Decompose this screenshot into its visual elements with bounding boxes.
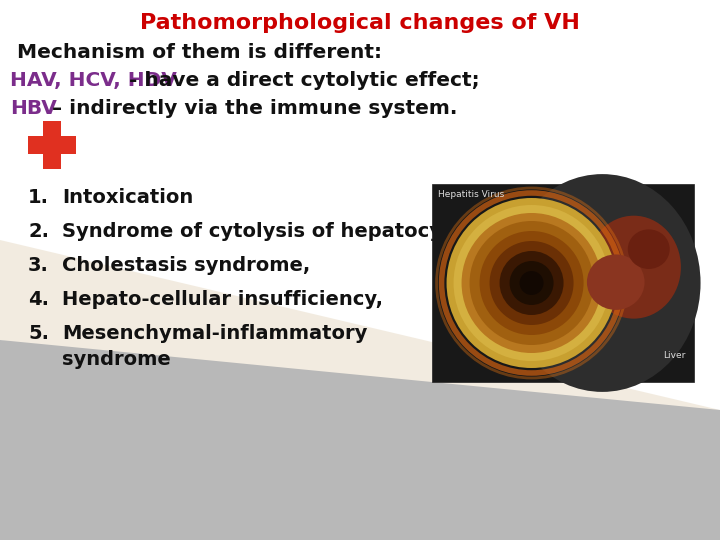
- FancyBboxPatch shape: [43, 121, 61, 169]
- Ellipse shape: [504, 174, 701, 392]
- Polygon shape: [0, 340, 720, 540]
- Text: Cholestasis syndrome,: Cholestasis syndrome,: [62, 256, 310, 275]
- Circle shape: [462, 213, 601, 353]
- Text: Liver: Liver: [664, 351, 686, 360]
- Circle shape: [500, 251, 564, 315]
- Text: Mechanism of them is different:: Mechanism of them is different:: [10, 43, 382, 62]
- Circle shape: [480, 231, 583, 335]
- Text: 5.: 5.: [28, 324, 49, 343]
- Polygon shape: [0, 240, 720, 510]
- Circle shape: [520, 271, 544, 295]
- Text: Mesenchymal-inflammatory: Mesenchymal-inflammatory: [62, 324, 367, 343]
- Circle shape: [490, 241, 574, 325]
- Text: 2.: 2.: [28, 222, 49, 241]
- Text: Pathomorphological changes of VH: Pathomorphological changes of VH: [140, 13, 580, 33]
- Circle shape: [469, 221, 593, 345]
- Text: syndrome: syndrome: [62, 350, 171, 369]
- Text: 1.: 1.: [28, 188, 49, 207]
- Text: - have a direct cytolytic effect;: - have a direct cytolytic effect;: [122, 71, 480, 90]
- FancyBboxPatch shape: [432, 184, 694, 382]
- Text: HBV: HBV: [10, 99, 57, 118]
- Circle shape: [454, 205, 610, 361]
- Ellipse shape: [628, 230, 670, 269]
- Text: 4.: 4.: [28, 290, 49, 309]
- Text: Hepatitis Virus: Hepatitis Virus: [438, 190, 504, 199]
- Text: Syndrome of cytolysis of hepatocytes,: Syndrome of cytolysis of hepatocytes,: [62, 222, 484, 241]
- Text: 3.: 3.: [28, 256, 49, 275]
- Text: Hepato-cellular insufficiency,: Hepato-cellular insufficiency,: [62, 290, 383, 309]
- Text: – indirectly via the immune system.: – indirectly via the immune system.: [45, 99, 457, 118]
- Ellipse shape: [587, 254, 644, 310]
- Text: Intoxication: Intoxication: [62, 188, 193, 207]
- Circle shape: [510, 261, 554, 305]
- FancyBboxPatch shape: [28, 136, 76, 154]
- Text: HAV, HCV, HDV: HAV, HCV, HDV: [10, 71, 177, 90]
- Ellipse shape: [587, 215, 681, 319]
- Circle shape: [446, 198, 616, 368]
